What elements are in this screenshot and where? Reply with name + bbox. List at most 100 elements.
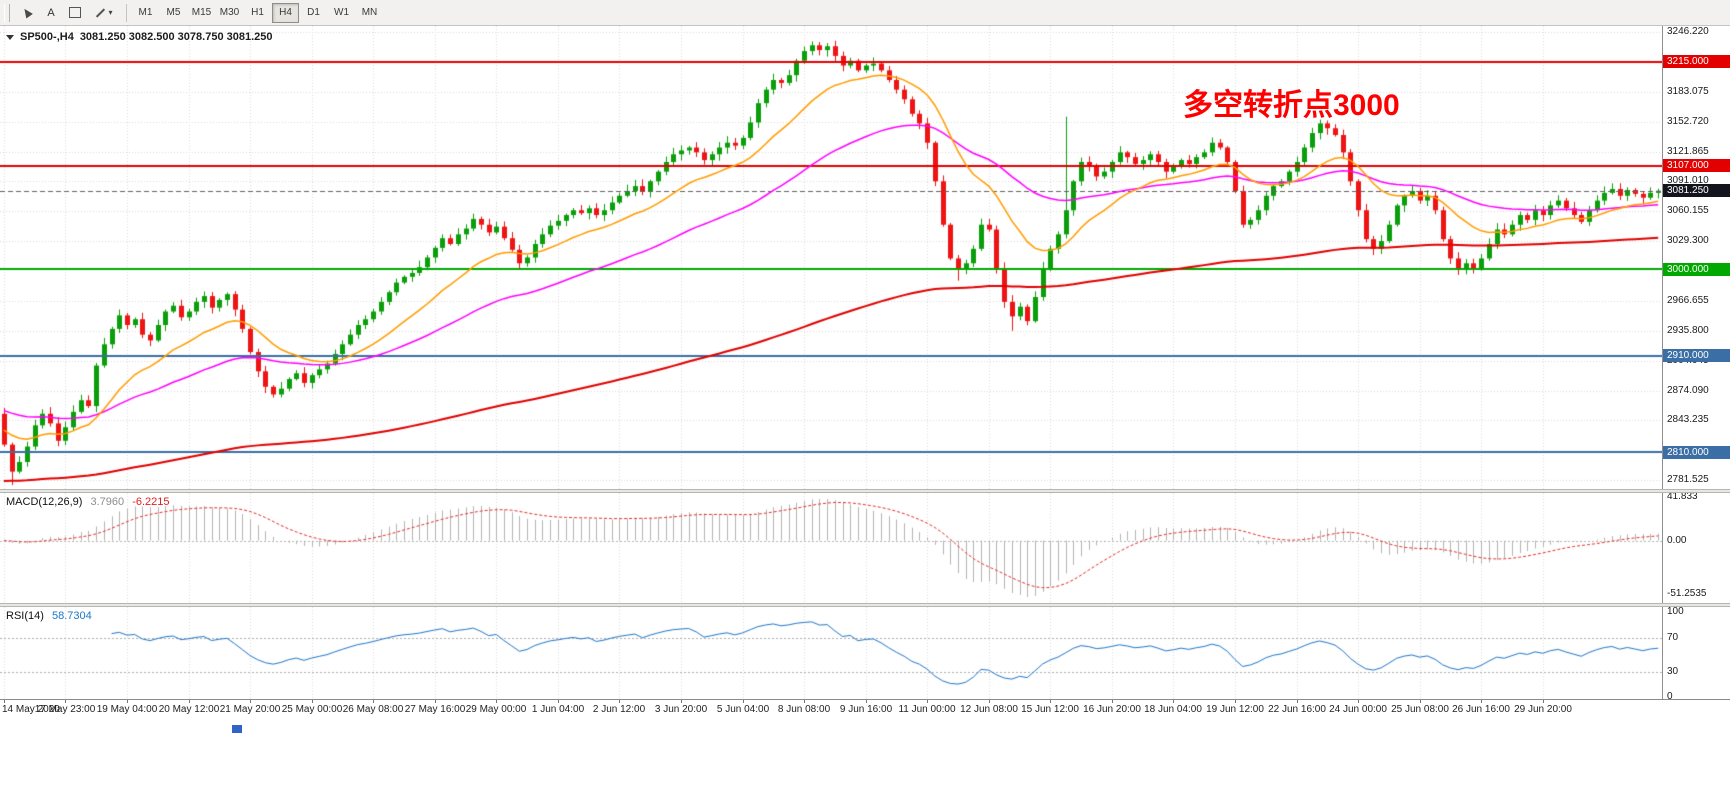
time-axis-label: 17 May 23:00 [34,704,96,715]
time-tick-mark [681,700,682,703]
price-level-badge: 2810.000 [1663,445,1730,459]
time-tick-mark [65,700,66,703]
time-axis-label: 27 May 16:00 [404,704,466,715]
chart-ohlc-values: 3081.250 3082.500 3078.750 3081.250 [79,31,273,43]
rsi-indicator-panel[interactable] [0,607,1662,699]
price-tick-label: 2843.235 [1667,414,1709,426]
time-tick-mark [189,700,190,703]
time-tick-mark [1112,700,1113,703]
rsi-tick-label: 0 [1667,691,1673,702]
bottom-strip [0,719,1730,795]
time-axis-label: 3 Jun 20:00 [654,704,708,715]
pointer-icon [21,6,33,19]
macd-signal-value: -6.2215 [132,496,170,508]
price-tick-label: 2966.655 [1667,295,1709,307]
text-tool-icon: A [47,6,55,19]
time-tick-mark [312,700,313,703]
time-axis-label: 26 May 08:00 [342,704,404,715]
pencil-icon [96,7,106,18]
timeframe-button-m1[interactable]: M1 [138,7,153,18]
time-tick-mark [927,700,928,703]
toolbar-separator [126,3,127,22]
shape-tool-button[interactable] [63,3,87,23]
time-axis-label: 11 Jun 00:00 [898,704,956,715]
timeframe-button-m15[interactable]: M15 [191,7,212,18]
time-tick-mark [804,700,805,703]
price-tick-label: 3246.220 [1667,25,1709,37]
time-tick-mark [1173,700,1174,703]
chevron-down-icon: ▾ [108,8,113,17]
price-tick-label: 3029.300 [1667,234,1709,246]
time-axis-label: 25 Jun 08:00 [1391,704,1449,715]
time-axis[interactable]: 14 May 2020 17 May 23:00 19 May 04:00 20 Ma… [0,699,1730,719]
price-tick-label: 3121.865 [1667,145,1709,157]
time-axis-label: 20 May 12:00 [158,704,220,715]
rsi-value: 58.7304 [51,610,92,622]
time-axis-label: 29 Jun 20:00 [1514,704,1572,715]
toolbar: A ▾ M1 M5 M15 M30 H1 H4 D1 W1 MN [0,0,1730,26]
time-tick-mark [1358,700,1359,703]
macd-main-value: 3.7960 [90,496,125,508]
time-tick-mark [496,700,497,703]
toolbar-grip[interactable] [4,3,10,22]
time-axis-label: 19 May 04:00 [96,704,158,715]
chart-header: SP500-,H4 3081.250 3082.500 3078.750 308… [6,31,273,43]
price-level-badge: 3000.000 [1663,262,1730,276]
frame-icon [69,7,81,18]
timeframe-button-mn[interactable]: MN [361,7,378,18]
draw-tools-button[interactable]: ▾ [87,3,121,23]
time-tick-mark [866,700,867,703]
symbol-dropdown-icon[interactable] [6,34,14,40]
timeframe-toolbar: M1 M5 M15 M30 H1 H4 D1 W1 MN [132,2,383,23]
rsi-header: RSI(14) 58.7304 [6,610,92,622]
text-tool-button[interactable]: A [39,3,63,23]
time-axis-label: 15 Jun 12:00 [1021,704,1079,715]
time-axis-label: 5 Jun 04:00 [716,704,770,715]
timeframe-button-h4[interactable]: H4 [272,2,299,23]
time-tick-mark [989,700,990,703]
time-tick-mark [1050,700,1051,703]
macd-tick-label: -51.2535 [1667,588,1707,600]
time-axis-label: 22 Jun 16:00 [1268,704,1326,715]
main-price-chart[interactable] [0,26,1662,489]
rsi-tick-label: 100 [1667,606,1684,617]
time-tick-mark [435,700,436,703]
rsi-label: RSI(14) [6,610,44,622]
time-axis-label: 16 Jun 20:00 [1083,704,1141,715]
rsi-tick-label: 70 [1667,631,1679,643]
time-tick-mark [1420,700,1421,703]
panel-separator-macd[interactable] [0,489,1730,493]
macd-header: MACD(12,26,9) 3.7960 -6.2215 [6,496,170,508]
time-tick-mark [127,700,128,703]
timeframe-button-d1[interactable]: D1 [307,7,320,18]
time-tick-mark [558,700,559,703]
panel-separator-rsi[interactable] [0,603,1730,607]
price-tick-label: 3091.010 [1667,175,1709,187]
time-axis-label: 2 Jun 12:00 [592,704,646,715]
price-level-badge: 3081.250 [1663,184,1730,198]
time-axis-label: 14 May 2020 [2,704,60,715]
price-tick-label: 3183.075 [1667,86,1709,98]
time-axis-label: 21 May 20:00 [219,704,281,715]
time-axis-label: 9 Jun 16:00 [839,704,893,715]
price-level-badge: 3107.000 [1663,159,1730,173]
timeframe-button-w1[interactable]: W1 [334,7,349,18]
price-tick-label: 3060.155 [1667,205,1709,217]
time-axis-label: 18 Jun 04:00 [1144,704,1202,715]
time-axis-label: 26 Jun 16:00 [1452,704,1510,715]
macd-indicator-panel[interactable] [0,493,1662,603]
macd-tick-label: 0.00 [1667,534,1687,546]
time-tick-mark [1235,700,1236,703]
timeframe-button-h1[interactable]: H1 [251,7,264,18]
cursor-tool-button[interactable] [15,3,39,23]
timeframe-button-m30[interactable]: M30 [219,7,240,18]
timeframe-button-m5[interactable]: M5 [166,7,181,18]
scroll-thumb[interactable] [232,725,242,733]
time-tick-mark [1543,700,1544,703]
time-tick-mark [619,700,620,703]
price-axis[interactable]: 3246.220 3183.075 3152.720 3121.865 3091.010… [1662,26,1730,719]
macd-label: MACD(12,26,9) [6,496,83,508]
chart-text-annotation[interactable]: 多空转折点3000 [1183,89,1400,122]
price-level-badge: 2910.000 [1663,349,1730,363]
